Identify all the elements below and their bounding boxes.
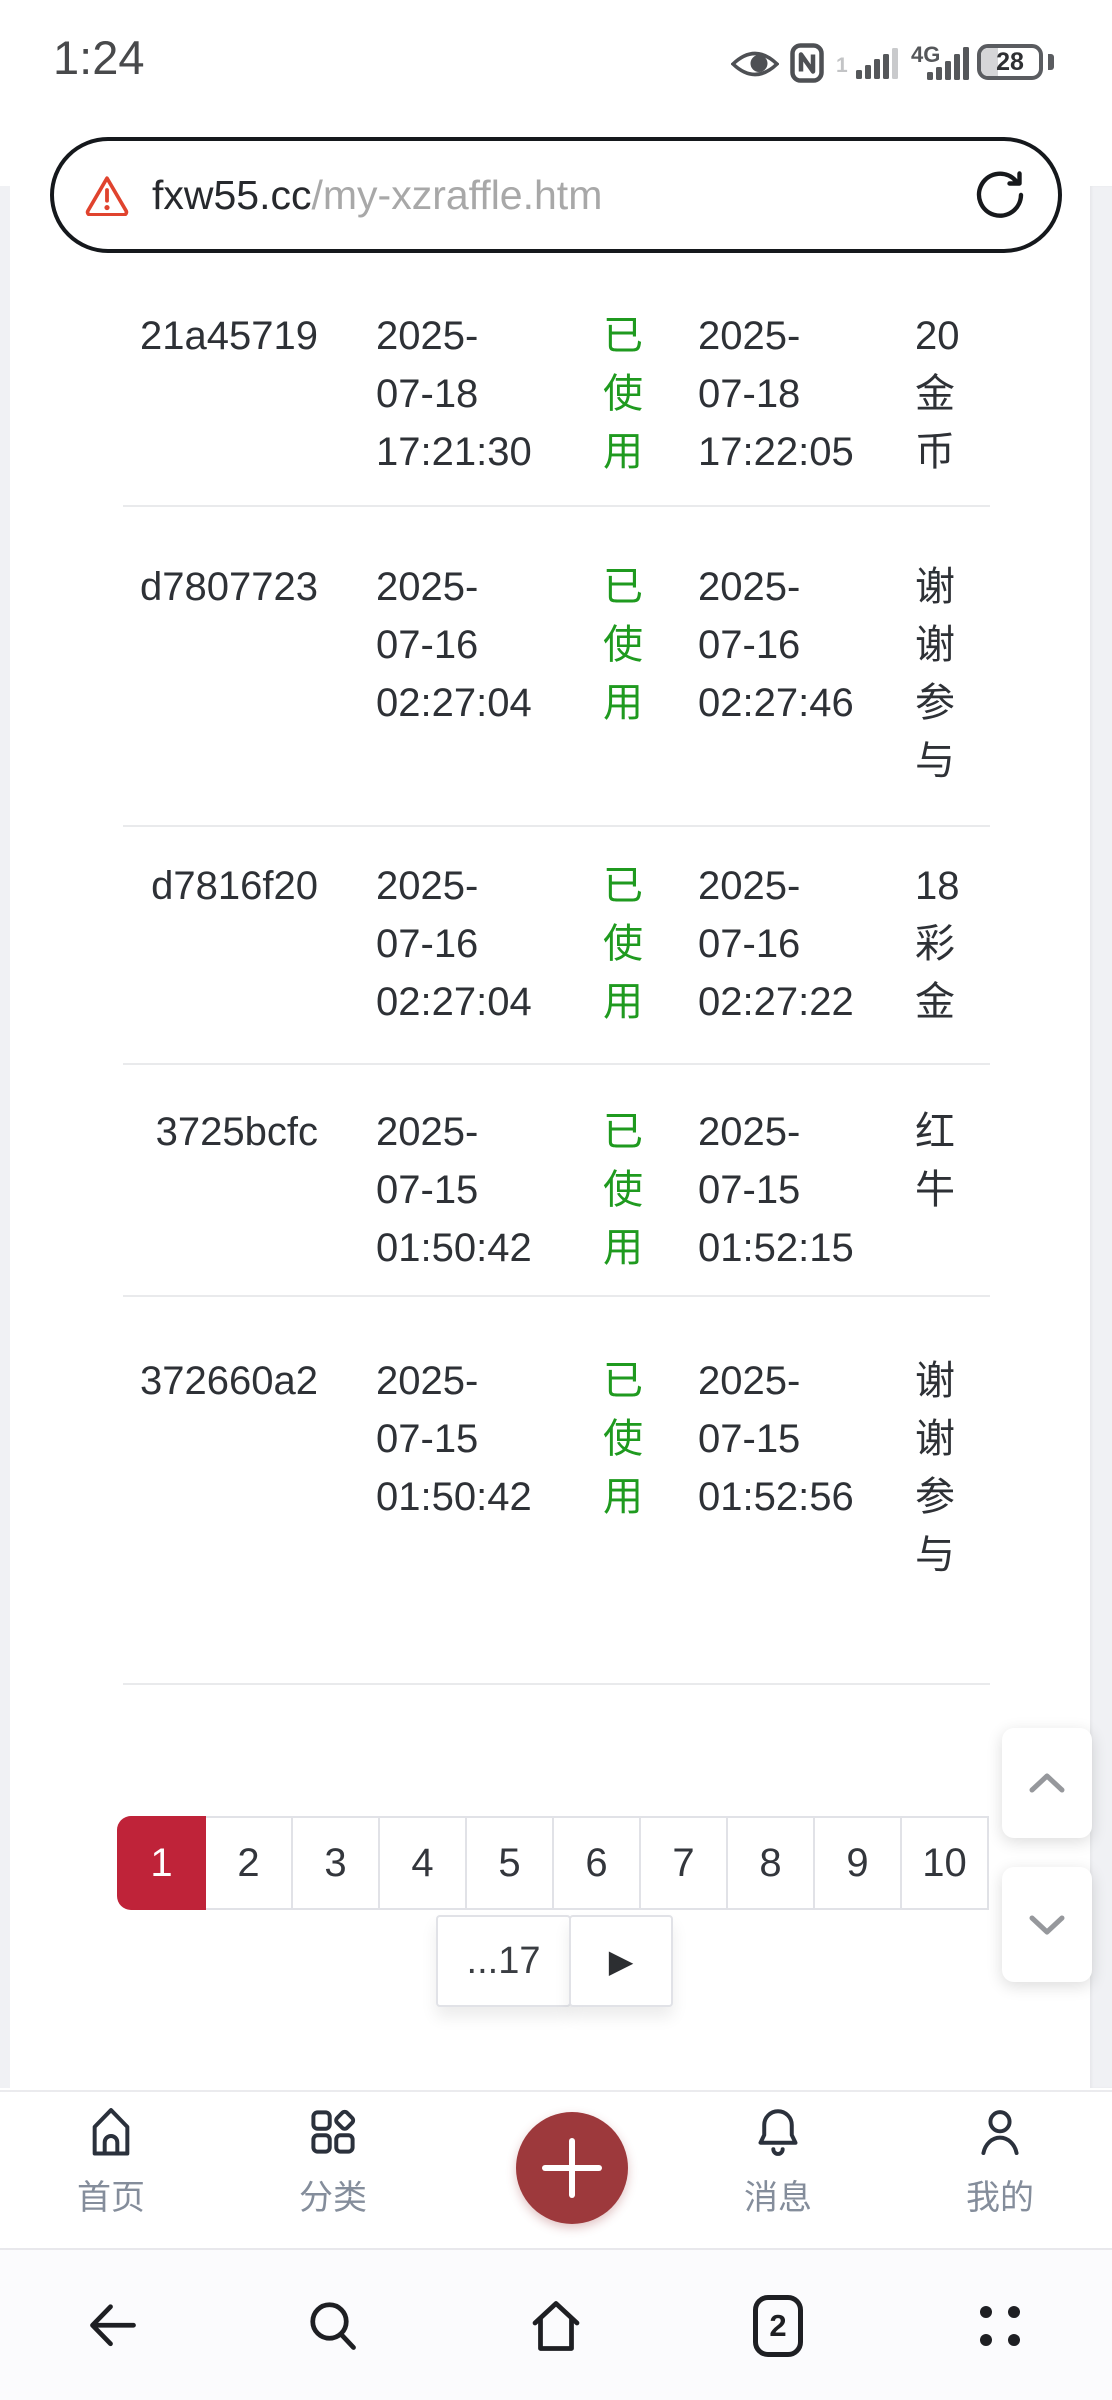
battery-fill bbox=[981, 48, 999, 76]
created-time: 2025- 07-18 17:21:30 bbox=[376, 314, 532, 474]
nav-item-home[interactable]: 首页 bbox=[41, 2104, 181, 2219]
created-time: 2025- 07-15 01:50:42 bbox=[376, 1110, 532, 1270]
raffle-code: d7807723 bbox=[140, 565, 318, 609]
tabs-icon: 2 bbox=[753, 2295, 803, 2357]
prize: 18彩金 bbox=[915, 864, 960, 1024]
browser-tabs-button[interactable]: 2 bbox=[738, 2290, 818, 2362]
browser-home-icon bbox=[526, 2296, 586, 2356]
prize: 谢谢参与 bbox=[915, 1359, 955, 1577]
eye-icon bbox=[731, 48, 779, 80]
add-post-button[interactable] bbox=[516, 2112, 628, 2224]
sim-indicator: 1 bbox=[836, 54, 848, 77]
raffle-code: d7816f20 bbox=[151, 864, 318, 908]
status-used: 已使用 bbox=[603, 565, 643, 725]
used-time: 2025- 07-15 01:52:15 bbox=[698, 1110, 854, 1270]
prize: 20金币 bbox=[915, 314, 960, 474]
page-scrollbar-track[interactable] bbox=[1090, 186, 1112, 2088]
scroll-down-button[interactable] bbox=[1002, 1867, 1092, 1982]
nav-label: 我的 bbox=[966, 2179, 1034, 2217]
menu-dots-icon bbox=[980, 2306, 1020, 2346]
warning-icon bbox=[84, 174, 130, 216]
back-arrow-icon bbox=[81, 2296, 141, 2356]
search-icon bbox=[303, 2296, 363, 2356]
status-used: 已使用 bbox=[603, 1110, 643, 1270]
nav-item-profile[interactable]: 我的 bbox=[930, 2104, 1070, 2219]
home-icon bbox=[41, 2104, 181, 2160]
prize: 红牛 bbox=[915, 1110, 955, 1212]
used-time: 2025- 07-16 02:27:46 bbox=[698, 565, 854, 725]
row-divider bbox=[123, 1295, 990, 1297]
created-time: 2025- 07-15 01:50:42 bbox=[376, 1359, 532, 1519]
raffle-code: 372660a2 bbox=[140, 1359, 318, 1403]
page-button-7[interactable]: 7 bbox=[639, 1816, 728, 1910]
chevron-up-icon bbox=[1024, 1768, 1070, 1798]
status-used: 已使用 bbox=[603, 1359, 643, 1519]
page-button-5[interactable]: 5 bbox=[465, 1816, 554, 1910]
nav-label: 分类 bbox=[299, 2179, 367, 2217]
network-label: 4G bbox=[911, 42, 941, 67]
browser-bottom-nav: 2 bbox=[0, 2248, 1112, 2400]
browser-home-button[interactable] bbox=[516, 2290, 596, 2362]
page-button-9[interactable]: 9 bbox=[813, 1816, 902, 1910]
signal-bars-icon bbox=[856, 48, 901, 79]
battery-nub bbox=[1048, 54, 1054, 70]
browser-back-button[interactable] bbox=[71, 2290, 151, 2362]
status-used: 已使用 bbox=[603, 314, 643, 474]
signal-bars-2-icon bbox=[927, 46, 969, 80]
status-used: 已使用 bbox=[603, 864, 643, 1024]
row-divider bbox=[123, 825, 990, 827]
row-divider bbox=[123, 1683, 990, 1685]
page-button-4[interactable]: 4 bbox=[378, 1816, 467, 1910]
page-button-8[interactable]: 8 bbox=[726, 1816, 815, 1910]
page-button-6[interactable]: 6 bbox=[552, 1816, 641, 1910]
page-next-button[interactable]: ▶ bbox=[569, 1915, 673, 2007]
page-more-button[interactable]: ...17 bbox=[436, 1915, 571, 2007]
page-button-1[interactable]: 1 bbox=[117, 1816, 206, 1910]
bell-icon bbox=[708, 2104, 848, 2160]
nav-item-category[interactable]: 分类 bbox=[263, 2104, 403, 2219]
raffle-code: 3725bcfc bbox=[155, 1110, 318, 1154]
url-domain: fxw55.cc bbox=[152, 171, 312, 218]
user-icon bbox=[930, 2104, 1070, 2160]
nav-label: 消息 bbox=[744, 2179, 812, 2217]
row-divider bbox=[123, 505, 990, 507]
battery-percent: 28 bbox=[996, 47, 1024, 76]
clock: 1:24 bbox=[53, 31, 145, 84]
nav-label: 首页 bbox=[77, 2179, 145, 2217]
page-button-3[interactable]: 3 bbox=[291, 1816, 380, 1910]
created-time: 2025- 07-16 02:27:04 bbox=[376, 864, 532, 1024]
chevron-down-icon bbox=[1024, 1910, 1070, 1940]
row-divider bbox=[123, 1063, 990, 1065]
prize: 谢谢参与 bbox=[915, 565, 955, 783]
page-button-10[interactable]: 10 bbox=[900, 1816, 989, 1910]
nav-item-messages[interactable]: 消息 bbox=[708, 2104, 848, 2219]
nfc-icon bbox=[790, 43, 824, 83]
page-left-gutter bbox=[0, 186, 10, 2088]
battery-icon: 28 bbox=[977, 44, 1043, 80]
url-path: /my-xzraffle.htm bbox=[311, 171, 603, 218]
url-bar[interactable]: fxw55.cc/my-xzraffle.htm bbox=[50, 137, 1062, 253]
category-icon bbox=[263, 2104, 403, 2160]
reload-icon[interactable] bbox=[972, 167, 1028, 223]
pagination: 1 2 3 4 5 6 7 8 9 10 bbox=[117, 1816, 989, 1910]
scroll-up-button[interactable] bbox=[1002, 1728, 1092, 1838]
created-time: 2025- 07-16 02:27:04 bbox=[376, 565, 532, 725]
browser-search-button[interactable] bbox=[293, 2290, 373, 2362]
raffle-code: 21a45719 bbox=[140, 314, 318, 358]
used-time: 2025- 07-15 01:52:56 bbox=[698, 1359, 854, 1519]
network-4g-icon: 4G bbox=[911, 42, 969, 80]
url-text: fxw55.cc/my-xzraffle.htm bbox=[152, 172, 602, 219]
used-time: 2025- 07-16 02:27:22 bbox=[698, 864, 854, 1024]
page-button-2[interactable]: 2 bbox=[204, 1816, 293, 1910]
used-time: 2025- 07-18 17:22:05 bbox=[698, 314, 854, 474]
tab-count: 2 bbox=[769, 2308, 787, 2343]
browser-menu-button[interactable] bbox=[960, 2290, 1040, 2362]
